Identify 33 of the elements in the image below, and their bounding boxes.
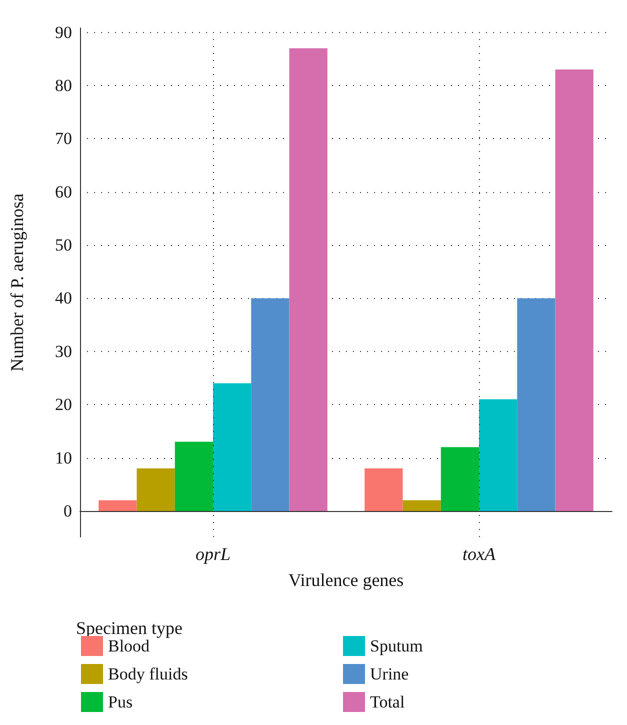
y-tick-label: 30	[55, 342, 72, 361]
y-tick-label: 70	[55, 129, 72, 148]
bar	[251, 298, 290, 511]
bar	[174, 442, 213, 511]
y-tick-label: 0	[64, 501, 72, 520]
x-tick-label: toxA	[462, 544, 496, 564]
legend-title: Specimen type	[76, 618, 182, 638]
y-tick-label: 20	[55, 395, 72, 414]
legend-label: Total	[370, 692, 405, 712]
y-axis-title: Number of P. aeruginosa	[7, 194, 27, 372]
bar	[479, 399, 518, 511]
bar	[402, 500, 441, 511]
y-tick-label: 90	[55, 22, 72, 42]
x-tick-label: oprL	[195, 544, 231, 564]
bar	[364, 468, 403, 511]
legend-label: Body fluids	[108, 664, 188, 684]
bar	[98, 500, 137, 511]
legend-label: Sputum	[370, 636, 423, 656]
y-tick-label: 10	[55, 448, 72, 468]
bar	[289, 48, 328, 511]
legend-label: Blood	[108, 636, 150, 656]
bar	[136, 468, 175, 511]
bar	[517, 298, 556, 511]
bar	[440, 447, 479, 511]
bar	[555, 69, 594, 511]
y-tick-label: 60	[55, 182, 72, 202]
y-tick-label: 50	[55, 236, 72, 255]
y-tick-label: 40	[55, 288, 72, 308]
legend-label: Urine	[370, 664, 409, 684]
bar	[213, 383, 252, 511]
y-tick-label: 80	[55, 76, 72, 95]
legend-label: Pus	[108, 692, 133, 712]
x-axis-title: Virulence genes	[288, 570, 404, 590]
